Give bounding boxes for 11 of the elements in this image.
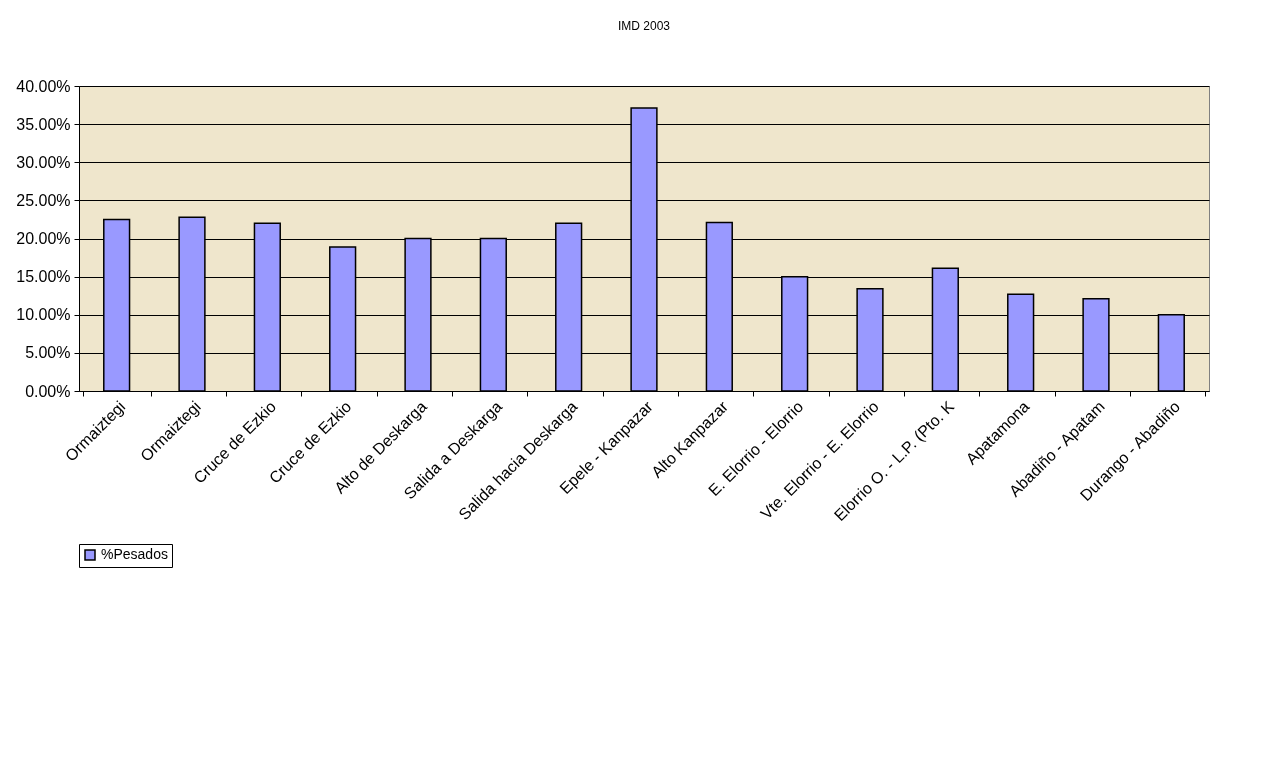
- y-tick-label: 5.00%: [25, 344, 71, 362]
- y-tick-label: 15.00%: [16, 268, 71, 286]
- y-tick-label: 10.00%: [16, 306, 71, 324]
- y-tick-label: 30.00%: [16, 153, 71, 171]
- y-tick-label: 40.00%: [16, 77, 71, 95]
- chart-title: IMD 2003: [617, 19, 671, 33]
- y-tick-label: 25.00%: [16, 191, 71, 209]
- y-tick-label: 0.00%: [25, 382, 71, 400]
- legend-label: %Pesados: [101, 546, 168, 562]
- y-tick-label: 20.00%: [16, 230, 71, 247]
- y-tick-label: 35.00%: [16, 115, 71, 133]
